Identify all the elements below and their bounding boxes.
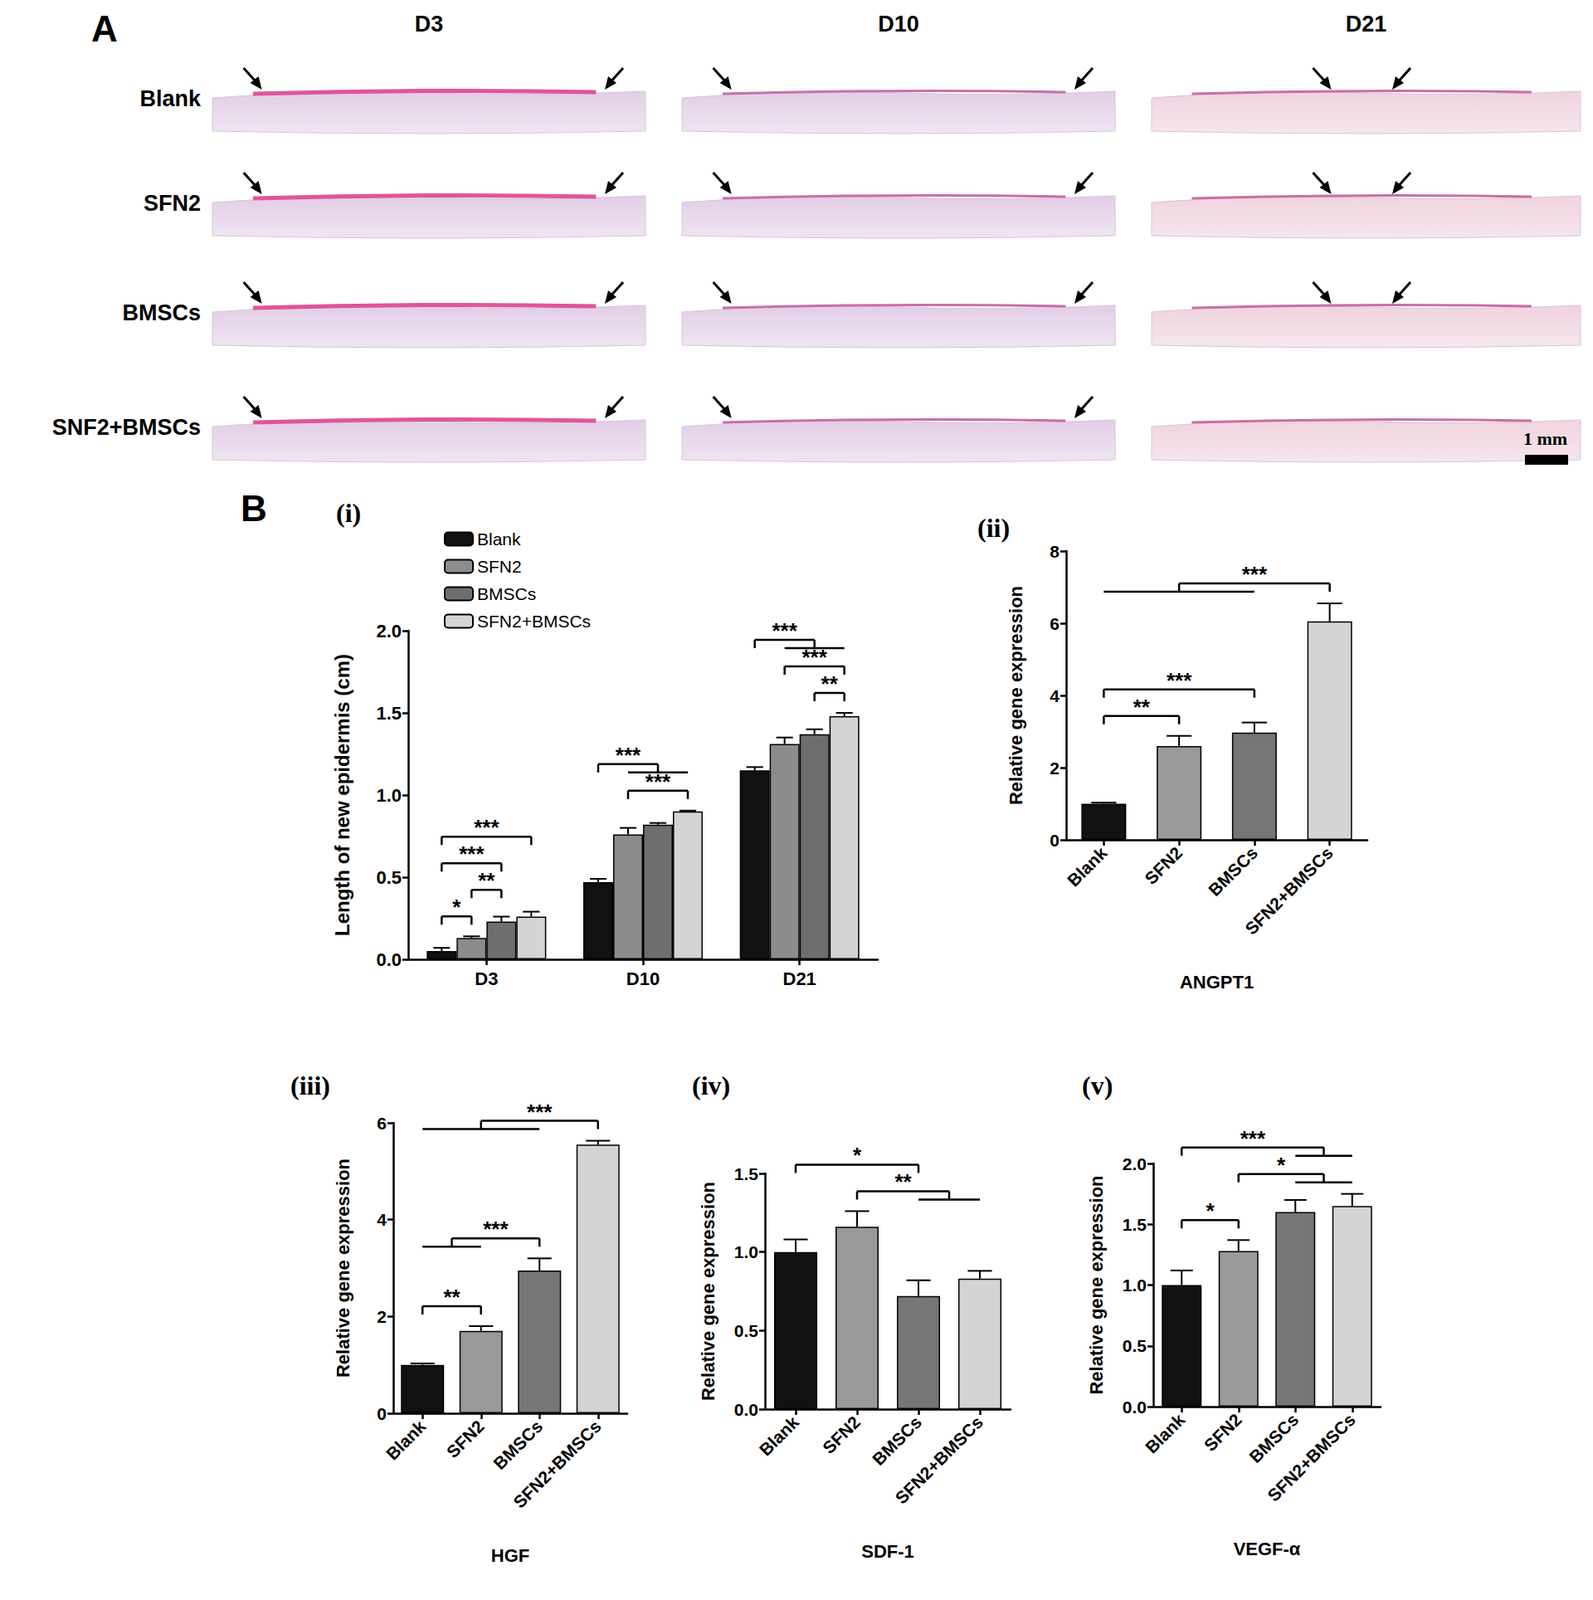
svg-text:**: ** xyxy=(821,671,839,697)
svg-text:(ii): (ii) xyxy=(977,512,1010,543)
svg-text:**: ** xyxy=(1133,694,1151,720)
svg-text:BMSCs: BMSCs xyxy=(489,1416,546,1473)
html-text:SFN2: SFN2 xyxy=(143,190,201,216)
svg-text:(v): (v) xyxy=(1081,1070,1113,1101)
svg-text:Blank: Blank xyxy=(477,529,522,549)
svg-text:2: 2 xyxy=(1049,758,1060,778)
svg-text:SFN2+BMSCs: SFN2+BMSCs xyxy=(477,611,591,631)
svg-text:2: 2 xyxy=(376,1306,387,1326)
svg-text:***: *** xyxy=(1240,1125,1267,1151)
svg-text:***: *** xyxy=(771,618,798,644)
svg-text:**: ** xyxy=(894,1169,912,1194)
svg-text:1.5: 1.5 xyxy=(734,1164,760,1184)
html-text:BMSCs: BMSCs xyxy=(122,300,201,326)
svg-text:**: ** xyxy=(477,867,496,893)
svg-text:BMSCs: BMSCs xyxy=(477,584,536,604)
svg-text:*: * xyxy=(852,1142,863,1168)
svg-text:(i): (i) xyxy=(336,497,361,528)
svg-text:**: ** xyxy=(443,1284,461,1310)
svg-text:4: 4 xyxy=(1049,686,1060,706)
svg-text:(iii): (iii) xyxy=(290,1070,331,1101)
html-text:B: B xyxy=(240,487,267,529)
svg-text:8: 8 xyxy=(1049,541,1060,561)
svg-text:4: 4 xyxy=(376,1209,387,1229)
svg-text:6: 6 xyxy=(1049,613,1060,634)
svg-text:***: *** xyxy=(615,742,642,768)
svg-text:0.0: 0.0 xyxy=(1122,1397,1147,1417)
html-text:Blank: Blank xyxy=(139,86,201,112)
svg-text:1.5: 1.5 xyxy=(1122,1214,1148,1234)
svg-text:SFN2+BMSCs: SFN2+BMSCs xyxy=(1241,842,1337,939)
svg-text:2.0: 2.0 xyxy=(1122,1154,1147,1174)
svg-text:VEGF-α: VEGF-α xyxy=(1233,1538,1301,1559)
svg-text:SFN2: SFN2 xyxy=(443,1416,488,1462)
svg-text:ANGPT1: ANGPT1 xyxy=(1179,971,1254,993)
html-text:A: A xyxy=(91,8,118,49)
svg-text:Blank: Blank xyxy=(382,1416,430,1464)
svg-text:Relative gene expression: Relative gene expression xyxy=(1005,585,1027,805)
html-text:1 mm: 1 mm xyxy=(1523,428,1568,449)
svg-text:1.0: 1.0 xyxy=(1122,1275,1147,1295)
html-text:SNF2+BMSCs: SNF2+BMSCs xyxy=(52,414,201,440)
svg-text:SFN2: SFN2 xyxy=(477,556,522,576)
svg-text:***: *** xyxy=(482,1216,509,1242)
html-text:D3: D3 xyxy=(414,11,444,37)
svg-text:2.0: 2.0 xyxy=(375,620,402,642)
svg-text:HGF: HGF xyxy=(491,1544,530,1566)
svg-text:***: *** xyxy=(1166,667,1193,693)
svg-text:0.5: 0.5 xyxy=(1122,1335,1148,1355)
svg-text:BMSCs: BMSCs xyxy=(1204,842,1262,900)
svg-text:0.0: 0.0 xyxy=(734,1399,759,1419)
svg-text:6: 6 xyxy=(376,1113,387,1133)
svg-text:(iv): (iv) xyxy=(691,1070,731,1101)
svg-text:SFN2+BMSCs: SFN2+BMSCs xyxy=(1263,1409,1360,1506)
svg-text:Blank: Blank xyxy=(1063,842,1111,891)
svg-text:SFN2: SFN2 xyxy=(818,1412,864,1457)
svg-text:SFN2+BMSCs: SFN2+BMSCs xyxy=(891,1412,987,1508)
svg-text:*: * xyxy=(452,894,462,920)
svg-text:1.0: 1.0 xyxy=(375,784,402,806)
svg-text:1.0: 1.0 xyxy=(734,1242,759,1262)
svg-text:Relative gene expression: Relative gene expression xyxy=(1086,1174,1107,1394)
svg-text:Relative gene expression: Relative gene expression xyxy=(332,1158,354,1378)
svg-text:*: * xyxy=(1205,1198,1215,1223)
svg-text:SFN2: SFN2 xyxy=(1140,842,1186,888)
svg-text:***: *** xyxy=(458,841,485,867)
svg-text:Blank: Blank xyxy=(755,1412,803,1460)
svg-text:0: 0 xyxy=(1049,830,1060,850)
svg-text:***: *** xyxy=(473,814,500,840)
svg-text:Relative gene expression: Relative gene expression xyxy=(697,1181,719,1401)
svg-text:1.5: 1.5 xyxy=(375,702,402,724)
html-text:D10: D10 xyxy=(877,11,920,37)
svg-text:0: 0 xyxy=(376,1403,387,1423)
svg-text:BMSCs: BMSCs xyxy=(1245,1409,1302,1467)
svg-text:D3: D3 xyxy=(474,968,498,989)
svg-text:Blank: Blank xyxy=(1141,1409,1189,1457)
svg-text:SFN2+BMSCs: SFN2+BMSCs xyxy=(509,1416,605,1512)
svg-text:0.5: 0.5 xyxy=(375,867,402,888)
html-text:D21: D21 xyxy=(1345,11,1387,37)
svg-text:SFN2: SFN2 xyxy=(1200,1409,1246,1455)
svg-text:*: * xyxy=(1276,1152,1287,1178)
svg-text:Length of new epidermis (cm): Length of new epidermis (cm) xyxy=(331,653,354,936)
svg-text:0.5: 0.5 xyxy=(734,1320,760,1340)
svg-text:SDF-1: SDF-1 xyxy=(861,1540,915,1562)
svg-text:0.0: 0.0 xyxy=(375,949,402,970)
svg-text:D10: D10 xyxy=(626,968,660,989)
svg-text:BMSCs: BMSCs xyxy=(868,1412,926,1469)
svg-text:D21: D21 xyxy=(782,968,816,989)
svg-text:***: *** xyxy=(526,1099,553,1125)
svg-text:***: *** xyxy=(1242,561,1268,587)
